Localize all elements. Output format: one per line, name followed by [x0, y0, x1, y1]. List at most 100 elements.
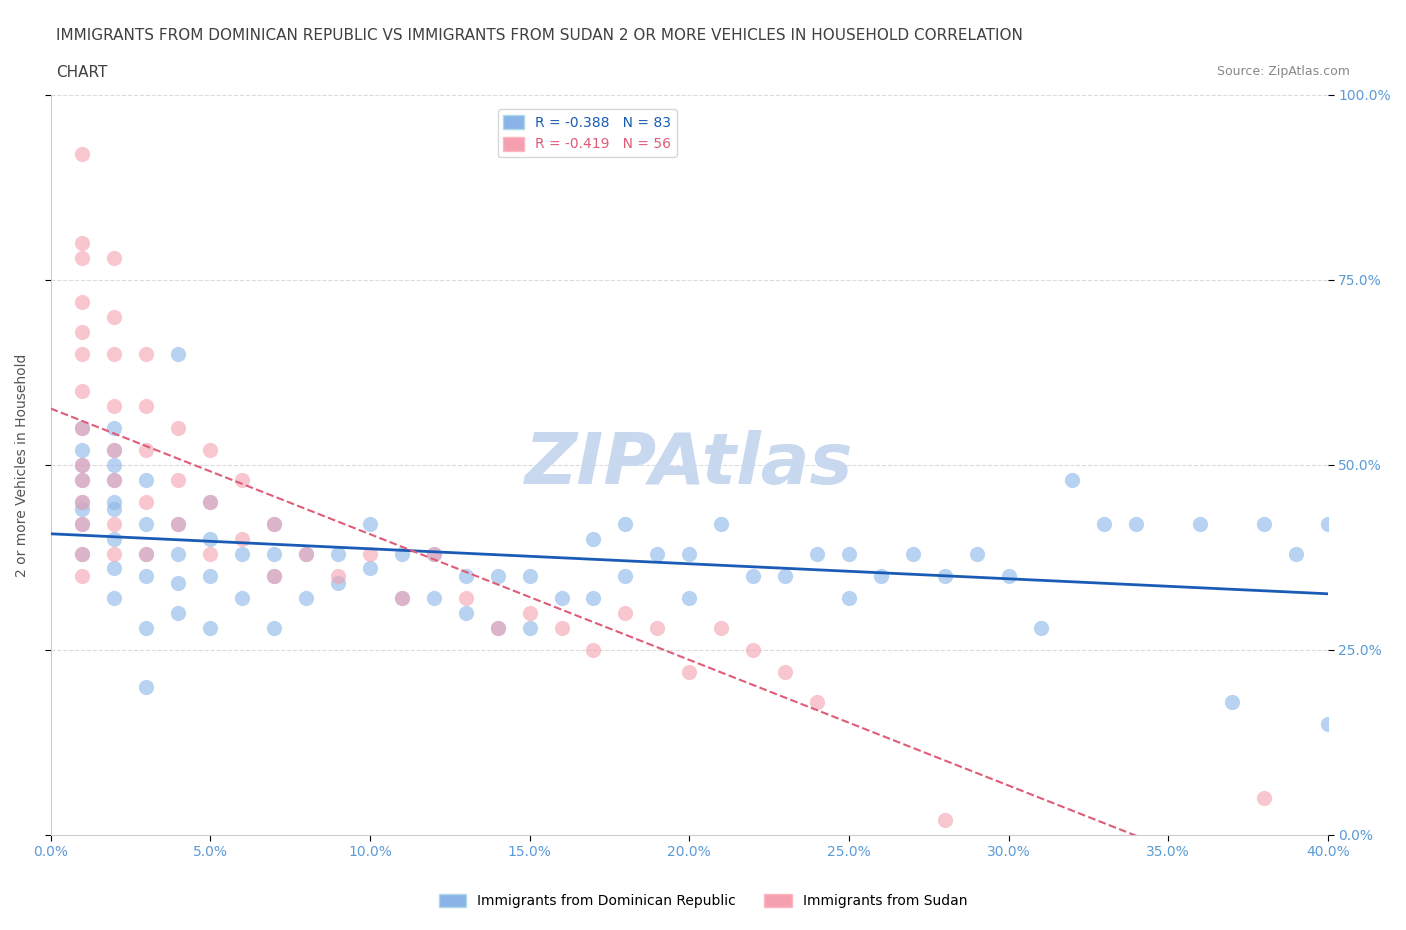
Text: CHART: CHART [56, 65, 108, 80]
Point [742, 568, 765, 583]
Point [72, 235, 94, 250]
Text: Source: ZipAtlas.com: Source: ZipAtlas.com [1216, 65, 1350, 78]
Point [135, 516, 157, 531]
Point [519, 620, 541, 635]
Point [72, 325, 94, 339]
Point [678, 665, 700, 680]
Point [103, 531, 125, 546]
Point [72, 383, 94, 398]
Point [614, 516, 637, 531]
Point [1316, 516, 1339, 531]
Point [135, 472, 157, 487]
Point [295, 546, 318, 561]
Point [263, 620, 285, 635]
Point [135, 546, 157, 561]
Point [72, 250, 94, 265]
Point [135, 680, 157, 695]
Point [806, 546, 828, 561]
Point [103, 310, 125, 325]
Point [167, 516, 190, 531]
Point [519, 568, 541, 583]
Point [103, 443, 125, 458]
Point [869, 568, 891, 583]
Point [135, 620, 157, 635]
Point [167, 420, 190, 435]
Point [486, 620, 509, 635]
Point [710, 620, 733, 635]
Point [200, 568, 222, 583]
Point [263, 568, 285, 583]
Point [1253, 790, 1275, 805]
Point [72, 420, 94, 435]
Point [966, 546, 988, 561]
Point [1092, 516, 1115, 531]
Point [72, 420, 94, 435]
Point [167, 516, 190, 531]
Point [167, 546, 190, 561]
Point [72, 472, 94, 487]
Point [1125, 516, 1147, 531]
Point [103, 398, 125, 413]
Point [454, 605, 477, 620]
Point [72, 295, 94, 310]
Point [773, 568, 796, 583]
Point [582, 531, 605, 546]
Point [838, 591, 860, 605]
Point [103, 472, 125, 487]
Point [1285, 546, 1308, 561]
Point [72, 502, 94, 517]
Point [295, 546, 318, 561]
Point [326, 546, 349, 561]
Point [647, 620, 669, 635]
Point [231, 591, 253, 605]
Point [103, 420, 125, 435]
Point [72, 516, 94, 531]
Point [103, 561, 125, 576]
Point [326, 568, 349, 583]
Point [103, 443, 125, 458]
Point [838, 546, 860, 561]
Point [1316, 716, 1339, 731]
Point [1253, 516, 1275, 531]
Text: ZIPAtlas: ZIPAtlas [524, 431, 853, 499]
Point [103, 502, 125, 517]
Point [359, 516, 381, 531]
Point [359, 546, 381, 561]
Point [519, 605, 541, 620]
Legend: Immigrants from Dominican Republic, Immigrants from Sudan: Immigrants from Dominican Republic, Immi… [433, 889, 973, 914]
Point [135, 398, 157, 413]
Point [200, 443, 222, 458]
Point [359, 561, 381, 576]
Point [486, 568, 509, 583]
Point [200, 531, 222, 546]
Point [135, 443, 157, 458]
Point [678, 546, 700, 561]
Point [263, 546, 285, 561]
Point [72, 458, 94, 472]
Point [103, 472, 125, 487]
Point [167, 346, 190, 361]
Point [200, 546, 222, 561]
Point [1029, 620, 1052, 635]
Point [135, 546, 157, 561]
Point [231, 472, 253, 487]
Point [806, 694, 828, 709]
Point [200, 620, 222, 635]
Point [295, 591, 318, 605]
Point [582, 643, 605, 658]
Point [550, 620, 572, 635]
Point [231, 546, 253, 561]
Point [200, 495, 222, 510]
Point [103, 516, 125, 531]
Point [1189, 516, 1212, 531]
Point [773, 665, 796, 680]
Point [135, 495, 157, 510]
Point [1220, 694, 1243, 709]
Point [103, 591, 125, 605]
Point [391, 546, 413, 561]
Point [72, 516, 94, 531]
Y-axis label: 2 or more Vehicles in Household: 2 or more Vehicles in Household [15, 353, 30, 577]
Point [103, 495, 125, 510]
Point [72, 443, 94, 458]
Point [72, 495, 94, 510]
